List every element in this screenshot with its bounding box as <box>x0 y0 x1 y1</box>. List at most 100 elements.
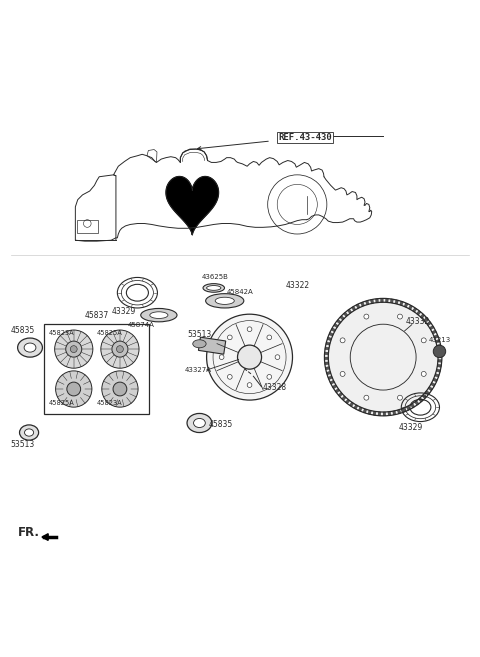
Polygon shape <box>346 399 350 403</box>
Polygon shape <box>375 299 378 303</box>
Polygon shape <box>329 332 334 336</box>
Text: 45874A: 45874A <box>128 322 155 328</box>
Ellipse shape <box>187 413 212 432</box>
Polygon shape <box>397 409 401 414</box>
Ellipse shape <box>24 343 36 352</box>
Circle shape <box>117 346 123 353</box>
Circle shape <box>113 382 127 396</box>
Polygon shape <box>437 364 442 367</box>
Polygon shape <box>368 410 372 415</box>
Polygon shape <box>385 298 388 302</box>
Circle shape <box>247 382 252 388</box>
Circle shape <box>55 330 93 368</box>
Polygon shape <box>433 378 437 382</box>
Polygon shape <box>435 340 440 343</box>
Polygon shape <box>388 411 391 416</box>
Polygon shape <box>324 362 329 365</box>
Ellipse shape <box>206 286 221 290</box>
Polygon shape <box>360 302 364 306</box>
Circle shape <box>340 371 345 376</box>
Polygon shape <box>434 334 438 338</box>
Polygon shape <box>332 384 337 389</box>
Polygon shape <box>363 409 367 413</box>
Text: 43329: 43329 <box>111 307 135 316</box>
Polygon shape <box>438 350 442 352</box>
Circle shape <box>228 335 232 340</box>
Polygon shape <box>328 376 333 380</box>
Polygon shape <box>381 298 383 302</box>
Polygon shape <box>166 177 218 235</box>
Ellipse shape <box>203 284 225 292</box>
Text: 45835: 45835 <box>209 420 233 429</box>
Circle shape <box>364 396 369 400</box>
Polygon shape <box>326 342 330 346</box>
Polygon shape <box>438 359 442 362</box>
Polygon shape <box>334 323 338 328</box>
Polygon shape <box>383 412 386 416</box>
Text: 45835: 45835 <box>11 327 35 335</box>
Ellipse shape <box>24 429 34 436</box>
Circle shape <box>397 396 402 400</box>
Circle shape <box>56 371 92 407</box>
Circle shape <box>206 314 292 400</box>
Text: 43213: 43213 <box>429 337 451 343</box>
Polygon shape <box>428 386 432 391</box>
Polygon shape <box>42 533 48 541</box>
Polygon shape <box>410 403 415 408</box>
Polygon shape <box>327 337 332 340</box>
Circle shape <box>247 327 252 332</box>
Text: 45823A: 45823A <box>49 330 75 336</box>
Polygon shape <box>352 306 356 311</box>
Polygon shape <box>340 315 344 320</box>
Polygon shape <box>359 407 362 411</box>
Polygon shape <box>419 397 423 402</box>
Polygon shape <box>324 357 328 359</box>
Polygon shape <box>325 347 329 350</box>
Polygon shape <box>430 326 434 330</box>
Circle shape <box>397 314 402 319</box>
Polygon shape <box>413 307 417 312</box>
Polygon shape <box>436 369 441 373</box>
Text: 45837: 45837 <box>84 311 108 320</box>
Circle shape <box>433 345 446 357</box>
Polygon shape <box>415 401 419 405</box>
Polygon shape <box>344 312 348 317</box>
Polygon shape <box>417 311 421 315</box>
Polygon shape <box>404 303 408 307</box>
Polygon shape <box>324 352 328 355</box>
Bar <box>44 324 149 415</box>
Polygon shape <box>400 301 403 306</box>
Polygon shape <box>390 299 394 303</box>
Circle shape <box>228 374 232 379</box>
Polygon shape <box>348 309 352 313</box>
Circle shape <box>364 314 369 319</box>
Polygon shape <box>435 374 439 377</box>
Text: 45823A: 45823A <box>97 400 122 406</box>
Text: 53513: 53513 <box>10 440 34 449</box>
Ellipse shape <box>205 294 244 308</box>
Polygon shape <box>422 394 426 399</box>
Ellipse shape <box>18 338 42 357</box>
Polygon shape <box>408 305 412 309</box>
Text: 45825A: 45825A <box>97 330 122 336</box>
Circle shape <box>101 330 139 368</box>
Polygon shape <box>437 344 441 348</box>
Ellipse shape <box>20 425 38 440</box>
Polygon shape <box>326 371 331 374</box>
Circle shape <box>112 341 128 357</box>
Circle shape <box>421 371 426 376</box>
Text: 45842A: 45842A <box>227 288 254 294</box>
Text: 43322: 43322 <box>285 281 310 290</box>
Polygon shape <box>371 300 373 304</box>
Circle shape <box>267 374 272 379</box>
Ellipse shape <box>193 340 206 348</box>
Polygon shape <box>395 300 398 304</box>
Polygon shape <box>420 314 425 319</box>
Text: 43327A: 43327A <box>185 367 212 373</box>
Polygon shape <box>432 330 436 334</box>
Text: 53513: 53513 <box>188 330 212 339</box>
Polygon shape <box>336 319 341 324</box>
Text: 43328: 43328 <box>263 382 287 392</box>
Polygon shape <box>427 321 431 326</box>
Polygon shape <box>438 355 442 357</box>
